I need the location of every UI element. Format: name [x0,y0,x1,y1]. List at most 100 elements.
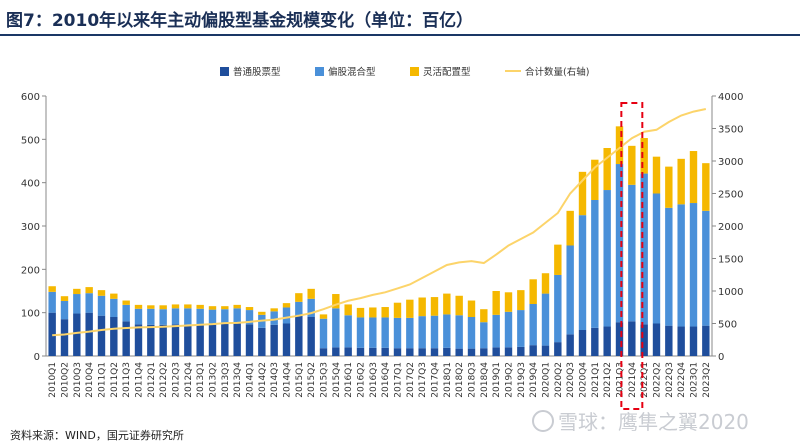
bar [184,308,192,325]
bar [455,295,463,316]
chart-legend: 普通股票型 偏股混合型 灵活配置型 合计数量(右轴) [220,66,589,78]
bar [332,347,340,356]
bar [369,317,377,348]
y-left-tick-label: 100 [21,309,40,320]
bar [159,305,167,310]
x-tick-label: 2015Q1 [295,362,305,398]
bar [455,348,463,356]
bar [529,279,537,304]
x-tick-label: 2022Q1 [640,362,650,398]
bar [393,302,402,318]
bar [110,293,118,299]
bar [517,346,525,356]
bar [467,300,476,317]
bar [307,288,315,299]
bar [665,207,673,326]
bar [381,307,389,318]
bar [430,297,439,316]
x-tick-label: 2021Q4 [628,362,638,398]
legend-swatch [220,67,229,76]
bar [480,348,488,356]
bar [615,322,624,356]
bar [443,314,451,348]
y-left-tick-label: 200 [21,265,40,276]
bar [665,325,673,356]
y-right-tick-label: 500 [718,320,737,331]
bar [566,245,574,335]
x-tick-label: 2019Q4 [529,362,539,398]
x-tick-label: 2010Q2 [61,362,71,398]
bar [233,323,241,356]
x-tick-label: 2013Q4 [233,362,243,398]
y-left-tick-label: 300 [21,222,40,233]
bar [134,308,143,325]
bar [282,307,291,324]
x-tick-label: 2012Q3 [172,362,182,398]
y-left-tick-label: 0 [34,352,40,363]
x-tick-label: 2012Q1 [147,362,157,398]
bar [319,314,328,319]
bar [467,317,476,349]
bar [430,315,439,349]
snowball-logo-icon [532,410,554,432]
bar [554,244,562,275]
bar [418,297,426,317]
bar [122,321,130,356]
bar [443,293,451,315]
bar [332,294,340,309]
legend-swatch [315,67,324,76]
bar [504,311,513,348]
bar [455,315,463,349]
bar [270,311,278,325]
bar [603,326,611,356]
bar [221,306,229,310]
bar [652,193,661,324]
bar [307,298,315,317]
bar [344,304,352,316]
bar [591,159,599,200]
bar [578,215,587,330]
bar [356,317,365,348]
x-tick-label: 2013Q1 [196,362,206,398]
line-marks [52,108,707,337]
bar [344,315,352,348]
watermark-text: 雪球：鹰隼之翼2020 [558,410,749,434]
bar [640,173,648,325]
bar [628,184,636,322]
bar [171,304,180,309]
bar [677,326,685,356]
chart-title: 图7：2010年以来年主动偏股型基金规模变化（单位：百亿） [6,11,474,31]
x-tick-label: 2021Q1 [591,362,601,398]
bar [282,303,291,308]
x-tick-label: 2011Q1 [98,362,108,398]
bar [233,308,241,324]
x-tick-label: 2021Q3 [616,362,626,398]
x-tick-label: 2018Q3 [468,362,478,398]
bar [504,292,513,312]
bar [369,347,377,356]
x-tick-label: 2011Q4 [135,362,145,398]
x-tick-label: 2021Q2 [603,362,613,398]
bar [702,325,710,356]
bar [319,318,328,349]
bar [85,312,93,356]
bar [122,304,130,322]
bar [554,274,562,343]
x-tick-label: 2018Q1 [443,362,453,398]
bar [406,299,414,318]
x-tick-label: 2011Q3 [122,362,132,398]
bar [270,308,278,312]
bar [652,323,661,356]
bar [480,309,488,323]
bar [208,324,217,356]
bar [381,347,389,356]
x-tick-label: 2022Q4 [677,362,687,398]
x-tick-label: 2012Q2 [159,362,169,398]
bar [233,304,241,309]
x-tick-label: 2014Q3 [270,362,280,398]
legend-swatch [410,67,419,76]
bar [443,347,451,356]
bar [566,334,574,356]
bar [418,316,426,349]
